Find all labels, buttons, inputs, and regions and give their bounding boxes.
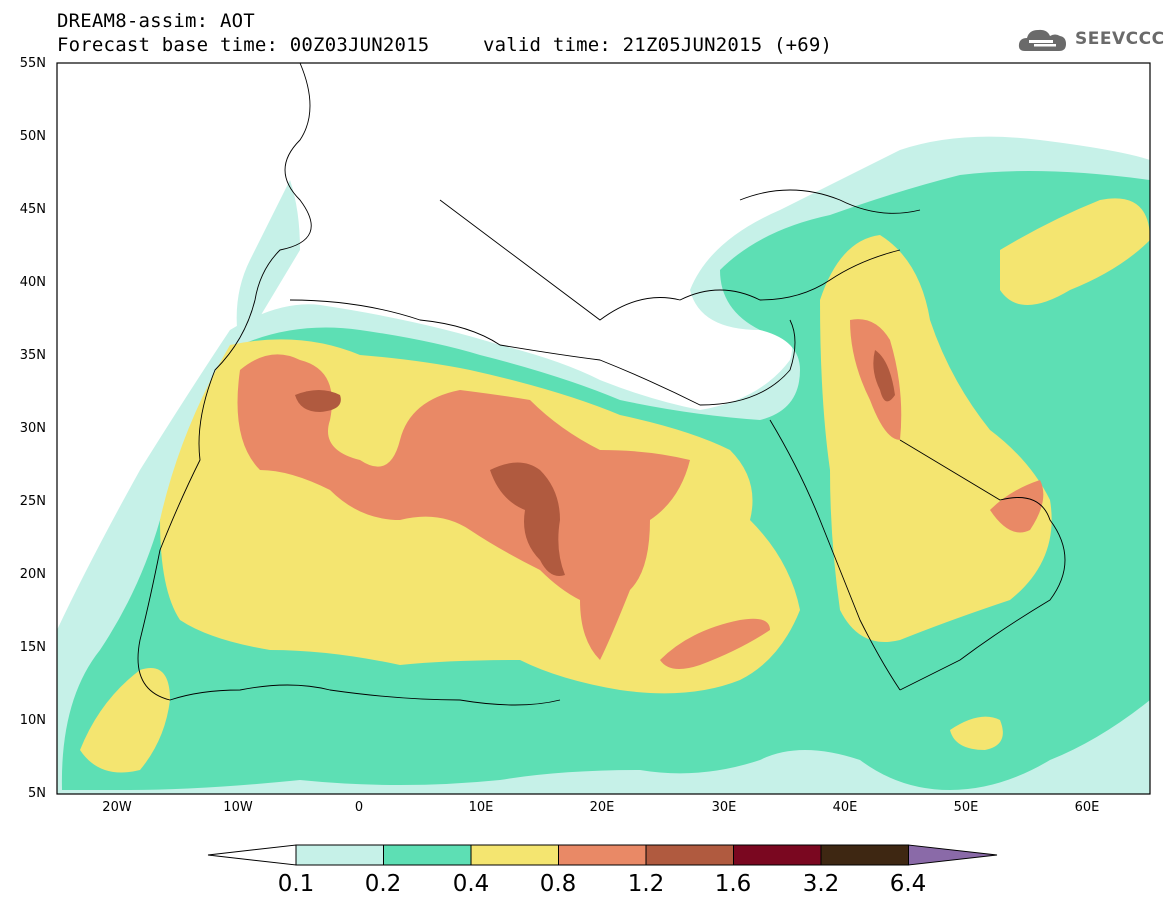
lon-label-60e: 60E	[1074, 800, 1100, 815]
coastlines	[137, 63, 1066, 706]
aot-contour-0.8	[237, 354, 690, 660]
cloud-icon	[1018, 29, 1066, 51]
lon-label-20w: 20W	[102, 800, 132, 815]
lon-label-10e: 10E	[468, 800, 494, 815]
map-frame	[56, 62, 1151, 795]
lon-label-30e: 30E	[711, 800, 737, 815]
aot-contour-0.8-gulf	[990, 480, 1044, 533]
lat-label-40n: 40N	[19, 275, 46, 290]
colorbar-bin-6	[733, 844, 822, 866]
colorbar-below	[207, 844, 297, 866]
aot-contours	[57, 136, 1150, 794]
colorbar	[207, 844, 998, 866]
aot-contour-1.2-morocco	[295, 390, 341, 412]
lat-label-20n: 20N	[19, 567, 46, 582]
aot-contour-0.4-yemen	[950, 716, 1003, 750]
aot-contour-1.2-iraq	[873, 350, 895, 402]
lon-label-0: 0	[354, 800, 364, 815]
lon-label-50e: 50E	[953, 800, 979, 815]
colorbar-bin-7	[820, 844, 909, 866]
colorbar-tick-1.6: 1.6	[714, 871, 752, 897]
colorbar-tick-0.1: 0.1	[277, 871, 315, 897]
aot-contour-0.4-caspian	[1000, 198, 1150, 305]
colorbar-bin-4	[558, 844, 647, 866]
lon-label-40e: 40E	[832, 800, 858, 815]
lon-label-10w: 10W	[223, 800, 253, 815]
colorbar-tick-1.2: 1.2	[627, 871, 665, 897]
lat-label-35n: 35N	[19, 348, 46, 363]
lat-label-45n: 45N	[19, 202, 46, 217]
aot-contour-0.8-iraq	[850, 319, 902, 440]
lat-label-15n: 15N	[19, 640, 46, 655]
aot-contour-0.8-sudan	[660, 618, 770, 669]
colorbar-bin-1	[295, 844, 384, 866]
title-base-time: Forecast base time: 00Z03JUN2015	[57, 34, 430, 56]
colorbar-tick-6.4: 6.4	[889, 871, 927, 897]
aot-contour-0.4-west	[80, 668, 170, 773]
colorbar-tick-3.2: 3.2	[802, 871, 840, 897]
colorbar-bin-5	[645, 844, 734, 866]
colorbar-tick-0.2: 0.2	[364, 871, 402, 897]
aot-contour-1.2	[490, 462, 565, 576]
colorbar-bin-2	[383, 844, 472, 866]
colorbar-tick-0.4: 0.4	[452, 871, 490, 897]
logo-text: SEEVCCC	[1075, 29, 1165, 49]
colorbar-tick-0.8: 0.8	[539, 871, 577, 897]
lon-label-20e: 20E	[589, 800, 615, 815]
lat-label-5n: 5N	[28, 786, 46, 801]
seevccc-logo: SEEVCCC	[1017, 25, 1164, 55]
title-model: DREAM8-assim: AOT	[57, 10, 255, 32]
lat-label-30n: 30N	[19, 421, 46, 436]
colorbar-bin-3	[470, 844, 559, 866]
lat-label-50n: 50N	[19, 129, 46, 144]
colorbar-above	[908, 844, 998, 866]
lat-label-25n: 25N	[19, 494, 46, 509]
title-valid-time: valid time: 21Z05JUN2015 (+69)	[483, 34, 833, 56]
lat-label-10n: 10N	[19, 713, 46, 728]
lat-label-55n: 55N	[19, 56, 46, 71]
